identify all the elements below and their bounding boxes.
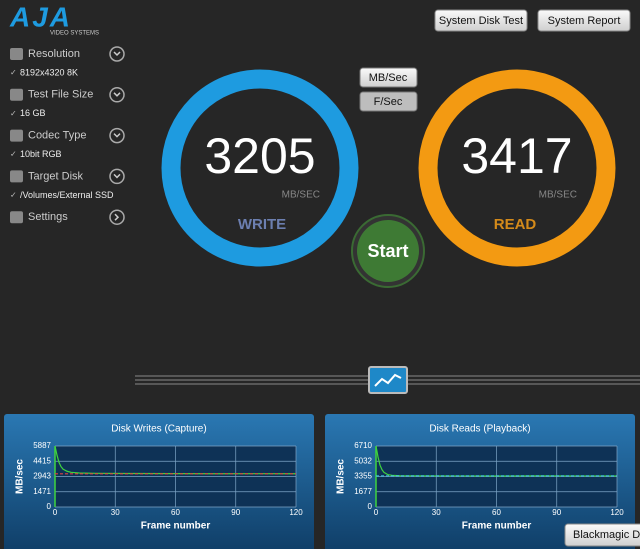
start-label[interactable]: Start [367, 241, 408, 261]
x-tick-label: 120 [610, 508, 624, 517]
chevron [113, 51, 121, 57]
y-axis-label: MB/sec [15, 459, 26, 494]
checkmark: ✓ [10, 109, 17, 118]
expand-button[interactable] [109, 87, 125, 103]
x-tick-label: 30 [111, 508, 120, 517]
read-value: 3417 [461, 128, 572, 184]
chevron [113, 133, 121, 138]
item-label: Codec Type [28, 130, 87, 142]
y-tick-label: 4415 [33, 456, 51, 465]
item-value: /Volumes/External SSD [20, 190, 114, 200]
toggle-label[interactable]: F/Sec [374, 96, 403, 108]
x-tick-label: 60 [492, 508, 501, 517]
item-label: Test File Size [28, 89, 93, 101]
x-tick-label: 90 [552, 508, 561, 517]
graph-icon [374, 373, 402, 387]
button[interactable] [537, 9, 631, 32]
logo-sub: VIDEO SYSTEMS [50, 31, 99, 37]
item-label: Settings [28, 211, 68, 223]
data-line [54, 445, 297, 475]
x-tick-label: 120 [289, 508, 303, 517]
item-value: 8192x4320 8K [20, 67, 78, 77]
expand-button[interactable] [109, 168, 125, 185]
item-label: Target Disk [28, 170, 84, 182]
write-value: 3205 [204, 128, 315, 184]
graph-toggle[interactable] [368, 366, 408, 394]
y-tick-label: 1677 [354, 487, 372, 496]
x-axis-label: Frame number [462, 521, 532, 532]
checkmark: ✓ [10, 191, 17, 200]
checkmark: ✓ [10, 68, 17, 77]
button-label[interactable]: System Disk Test [439, 15, 523, 27]
chevron [113, 92, 121, 97]
read-ring [418, 69, 616, 267]
item-icon [10, 48, 23, 60]
chevron [114, 213, 120, 221]
write-label: WRITE [238, 216, 286, 233]
x-tick-label: 60 [171, 508, 180, 517]
item-icon [10, 129, 23, 142]
item-value: 10bit RGB [20, 149, 62, 159]
y-tick-label: 3355 [354, 472, 372, 481]
y-tick-label: 0 [47, 502, 52, 511]
write-ring [161, 69, 359, 267]
y-tick-label: 2943 [33, 472, 51, 481]
chevron [113, 173, 121, 179]
start-button[interactable] [357, 220, 419, 282]
y-tick-label: 5887 [33, 441, 51, 450]
read-unit: MB/SEC [539, 190, 577, 201]
x-tick-label: 0 [374, 508, 379, 517]
expand-button[interactable] [109, 127, 125, 144]
y-tick-label: 5032 [354, 456, 372, 465]
item-label: Resolution [28, 48, 80, 60]
x-axis-label: Frame number [141, 521, 211, 532]
button-label[interactable]: Blackmagic Dis [573, 529, 640, 541]
logo: AJA [9, 1, 72, 32]
item-icon [10, 211, 23, 224]
toggle[interactable] [359, 91, 418, 112]
item-icon [10, 88, 23, 101]
expand-button[interactable] [109, 209, 125, 225]
read-label: READ [494, 216, 537, 233]
toggle-label[interactable]: MB/Sec [369, 72, 408, 84]
button[interactable] [434, 9, 528, 32]
toggle[interactable] [359, 67, 418, 88]
item-icon [10, 170, 23, 183]
y-tick-label: 1471 [33, 487, 51, 496]
expand-button[interactable] [109, 46, 125, 62]
button-label[interactable]: System Report [548, 15, 621, 27]
x-tick-label: 30 [432, 508, 441, 517]
item-value: 16 GB [20, 108, 46, 118]
x-tick-label: 90 [231, 508, 240, 517]
y-tick-label: 0 [368, 502, 373, 511]
write-unit: MB/SEC [282, 190, 320, 201]
y-tick-label: 6710 [354, 441, 372, 450]
button[interactable] [564, 523, 640, 547]
chart-title: Disk Writes (Capture) [111, 424, 206, 435]
chart-title: Disk Reads (Playback) [429, 424, 530, 435]
x-tick-label: 0 [53, 508, 58, 517]
checkmark: ✓ [10, 150, 17, 159]
y-axis-label: MB/sec [336, 459, 347, 494]
